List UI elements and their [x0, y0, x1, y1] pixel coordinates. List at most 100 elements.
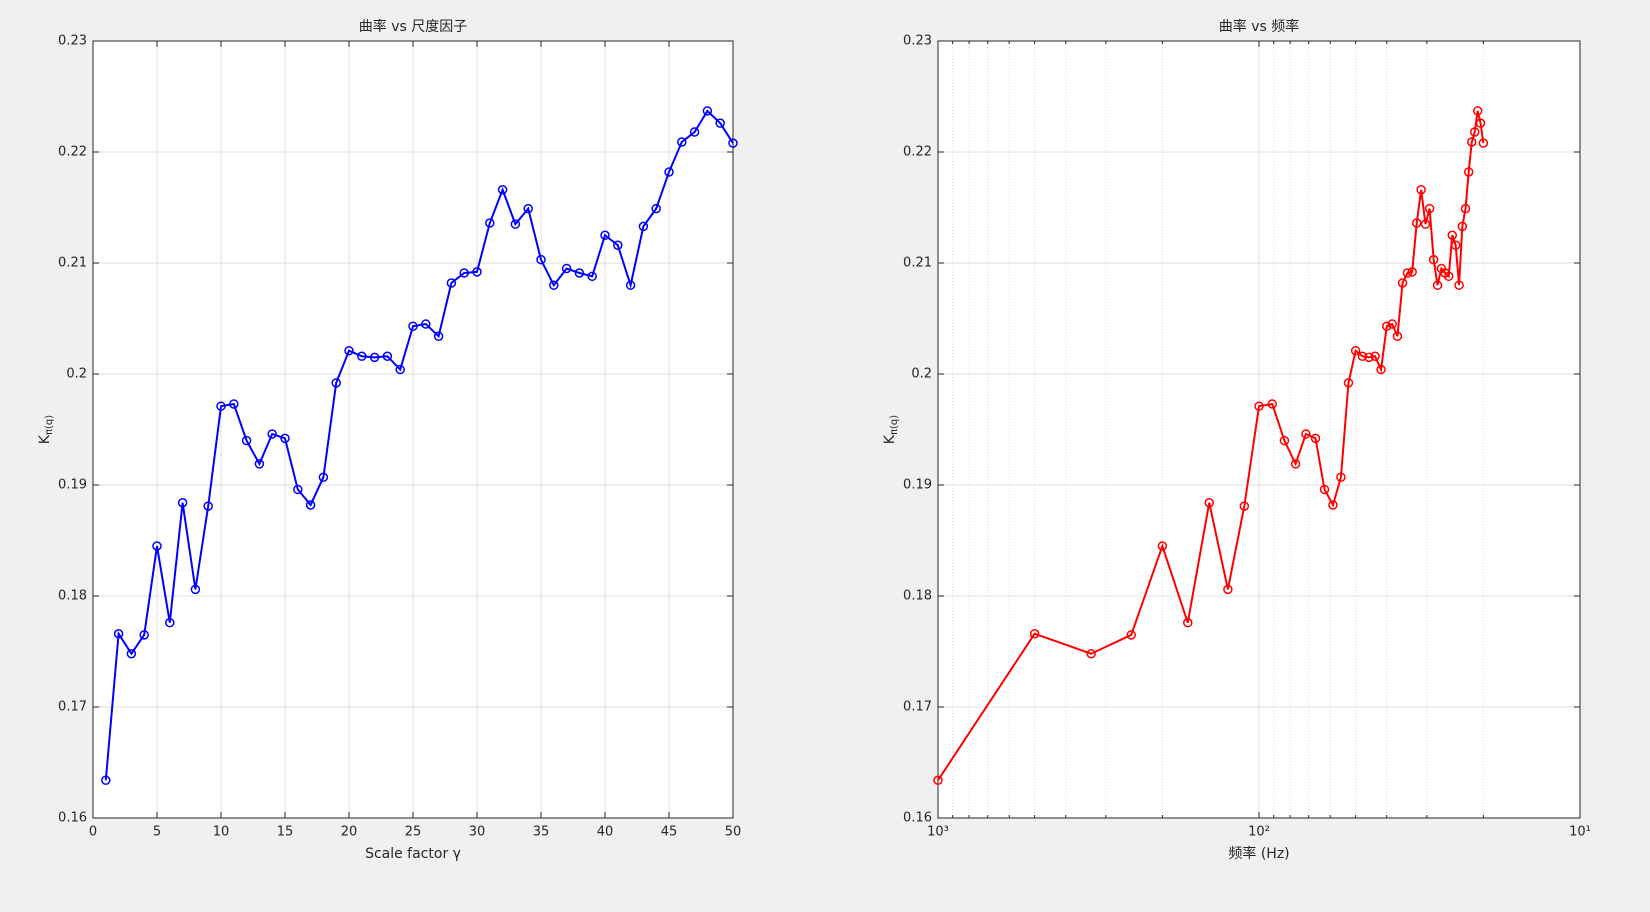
data-line	[937, 110, 1485, 781]
data-point	[1239, 501, 1250, 511]
data-point	[152, 541, 162, 551]
data-point	[113, 628, 124, 639]
data-point	[139, 630, 149, 640]
data-point	[254, 459, 265, 469]
data-point	[664, 167, 674, 177]
data-point	[638, 221, 649, 232]
data-point	[1457, 221, 1468, 232]
data-point	[1343, 378, 1354, 388]
data-point	[485, 218, 495, 228]
data-point	[318, 472, 329, 482]
data-point	[357, 351, 367, 361]
data-point	[715, 118, 725, 128]
data-point	[459, 268, 469, 278]
y-axis-label-base: K	[882, 434, 898, 444]
data-point	[280, 433, 290, 444]
y-tick-label: 0.23	[58, 34, 87, 49]
data-point	[1279, 435, 1290, 446]
x-tick-label: 45	[661, 825, 678, 840]
y-tick-label: 0.21	[903, 256, 932, 271]
data-point	[421, 319, 431, 329]
data-point	[600, 230, 610, 240]
data-point	[267, 429, 277, 439]
y-tick-label: 0.19	[58, 478, 87, 493]
data-point	[126, 648, 137, 659]
data-point	[677, 137, 687, 147]
data-point	[702, 106, 713, 116]
x-tick-label: 10¹	[1569, 825, 1591, 840]
data-point	[1126, 630, 1137, 640]
data-point	[613, 240, 623, 250]
data-point	[177, 498, 188, 508]
y-tick-label: 0.23	[903, 34, 932, 49]
x-tick-label: 10²	[1248, 825, 1270, 840]
chart-title: 曲率 vs 尺度因子	[359, 18, 467, 35]
axes-box	[937, 40, 1581, 819]
data-point	[1478, 138, 1489, 148]
data-point	[1387, 319, 1397, 329]
data-point	[1475, 118, 1486, 128]
x-tick-label: 25	[405, 825, 422, 840]
data-point	[1350, 345, 1361, 356]
x-tick-label: 15	[277, 825, 294, 840]
data-point	[510, 219, 521, 229]
data-point	[689, 127, 700, 137]
data-point	[433, 331, 444, 342]
data-point	[1392, 331, 1403, 342]
y-tick-label: 0.18	[58, 589, 87, 604]
data-point	[1460, 203, 1471, 214]
data-point	[1204, 498, 1214, 508]
data-point	[1364, 352, 1374, 363]
data-point	[1407, 267, 1417, 277]
data-point	[408, 321, 418, 332]
data-point	[446, 278, 457, 288]
data-point	[203, 501, 213, 511]
y-tick-label: 0.16	[58, 811, 87, 826]
data-point	[1336, 472, 1346, 482]
x-tick-label: 50	[725, 825, 742, 840]
data-point	[561, 263, 572, 274]
y-tick-label: 0.18	[903, 589, 932, 604]
data-point	[1411, 218, 1422, 228]
data-point	[1420, 219, 1431, 229]
data-point	[1416, 184, 1426, 195]
data-point	[1397, 278, 1408, 288]
data-point	[1183, 617, 1193, 628]
x-tick-label: 5	[153, 825, 161, 840]
y-tick-label: 0.2	[911, 367, 932, 382]
x-tick-label: 0	[89, 825, 97, 840]
data-point	[1454, 280, 1464, 290]
x-tick-label: 10³	[927, 825, 949, 840]
data-point	[331, 378, 341, 388]
y-tick-label: 0.19	[903, 478, 932, 493]
data-line	[104, 109, 734, 781]
x-tick-label: 30	[469, 825, 486, 840]
data-point	[216, 401, 226, 411]
x-tick-label: 40	[597, 825, 614, 840]
data-point	[1424, 203, 1435, 214]
data-point	[1319, 484, 1330, 495]
data-point	[728, 138, 738, 148]
data-point	[1029, 628, 1040, 639]
data-point	[229, 399, 239, 409]
y-axis-label-subscript: π(q)	[44, 415, 55, 435]
data-point	[1447, 230, 1458, 240]
data-point	[1463, 167, 1474, 177]
data-point	[1086, 648, 1096, 659]
data-point	[101, 775, 111, 786]
data-point	[344, 345, 354, 356]
data-point	[651, 203, 661, 214]
data-point	[293, 484, 303, 495]
data-point	[472, 267, 482, 277]
data-point	[1223, 584, 1233, 595]
data-point	[1301, 429, 1311, 439]
data-point	[933, 775, 943, 786]
data-point	[1443, 271, 1454, 282]
data-point	[190, 584, 201, 595]
y-tick-label: 0.17	[903, 700, 932, 715]
data-point	[1428, 254, 1439, 265]
data-point	[1472, 106, 1483, 116]
data-point	[1157, 541, 1168, 551]
data-point	[523, 203, 533, 214]
